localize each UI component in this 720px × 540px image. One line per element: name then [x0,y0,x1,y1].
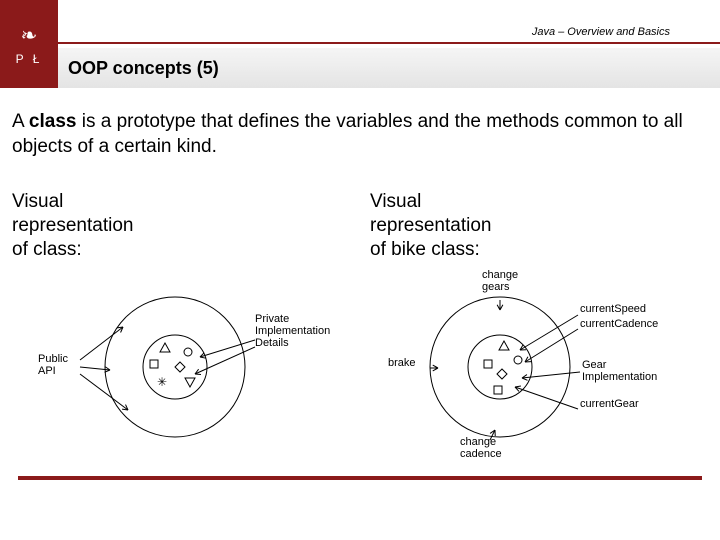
svg-text:API: API [38,365,56,377]
def-bold: class [29,111,77,132]
svg-text:currentGear: currentGear [580,398,639,410]
slide-title: OOP concepts (5) [58,48,720,88]
def-rest: is a prototype that defines the variable… [12,111,683,157]
svg-text:currentSpeed: currentSpeed [580,303,646,315]
svg-text:✳: ✳ [157,375,167,389]
bike-class-diagram: changegearsbrakechangecadencecurrentSpee… [380,282,700,452]
svg-text:cadence: cadence [460,448,502,460]
logo-letters: P Ł [16,52,43,66]
svg-text:Implementation: Implementation [582,371,657,383]
divider-top [0,42,720,44]
divider-bottom [18,476,702,480]
definition-text: A class is a prototype that defines the … [12,110,692,159]
svg-text:gears: gears [482,281,510,293]
svg-text:Details: Details [255,337,289,349]
logo: ❧ P Ł [0,0,58,88]
svg-text:Gear: Gear [582,359,607,371]
breadcrumb: Java – Overview and Basics [532,26,670,38]
class-diagram: PublicAPI PrivateImplementationDetails ✳ [30,282,350,452]
svg-text:Public: Public [38,353,68,365]
def-prefix: A [12,111,29,132]
svg-text:Implementation: Implementation [255,325,330,337]
svg-text:brake: brake [388,357,416,369]
svg-text:currentCadence: currentCadence [580,318,658,330]
left-column-label: Visualrepresentationof class: [12,190,133,261]
svg-text:change: change [482,269,518,281]
svg-text:Private: Private [255,313,289,325]
right-column-label: Visualrepresentationof bike class: [370,190,491,261]
